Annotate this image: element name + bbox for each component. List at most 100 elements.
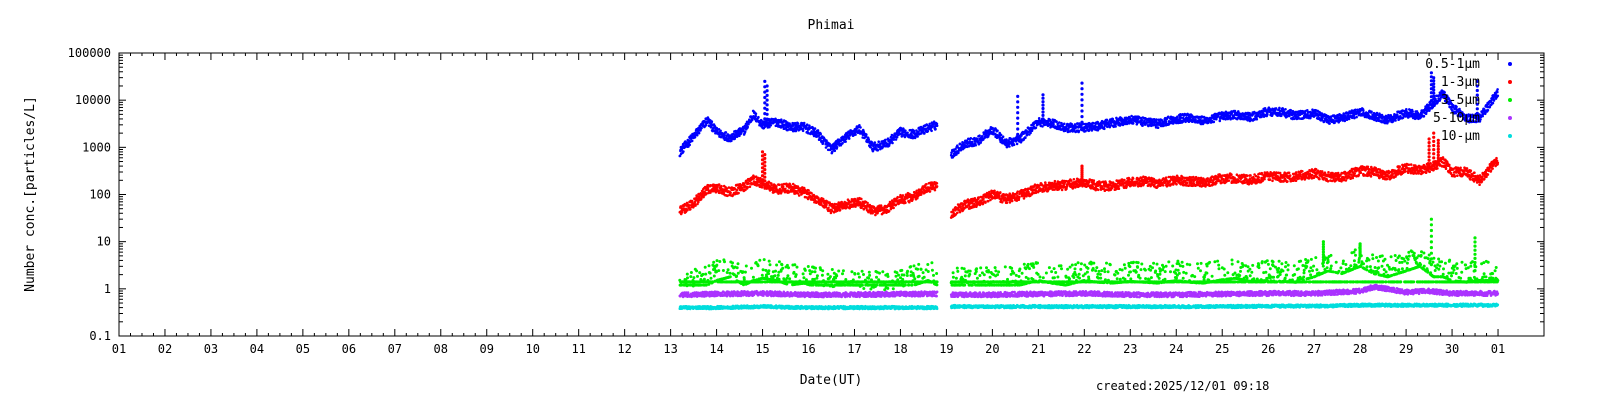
data-point <box>895 135 899 139</box>
spike-point <box>1016 105 1020 109</box>
spike-point <box>1016 132 1020 136</box>
data-point <box>1072 178 1076 181</box>
spike-point <box>1016 138 1020 142</box>
data-point <box>1096 188 1100 192</box>
data-point <box>1015 142 1019 146</box>
data-point <box>737 191 740 195</box>
data-point <box>688 143 691 147</box>
spike-point <box>763 79 767 83</box>
data-point <box>887 209 891 213</box>
data-point <box>1328 122 1331 125</box>
data-point <box>1131 177 1135 180</box>
data-point <box>925 183 928 186</box>
data-point <box>1037 117 1041 120</box>
data-point <box>1003 196 1007 199</box>
series-1 <box>678 131 1500 219</box>
data-point <box>933 188 937 192</box>
data-point <box>876 148 880 152</box>
spike-point <box>1080 98 1084 102</box>
spike-point <box>1080 109 1084 113</box>
data-point <box>1171 183 1175 186</box>
data-point <box>1008 145 1011 148</box>
data-point <box>746 125 749 129</box>
data-point <box>980 135 984 138</box>
data-point <box>778 183 781 187</box>
spike-point <box>1432 100 1436 104</box>
data-point <box>680 211 684 214</box>
data-point <box>719 135 723 139</box>
data-point <box>1128 177 1131 181</box>
data-point <box>859 126 862 129</box>
spike-point <box>1429 103 1433 107</box>
data-point <box>1060 188 1064 192</box>
series-0 <box>678 71 1500 159</box>
data-point <box>1218 119 1222 123</box>
spike-point <box>1041 117 1045 121</box>
data-point <box>1123 178 1126 182</box>
data-point <box>1114 125 1117 128</box>
data-point <box>833 149 837 153</box>
data-point <box>709 125 713 129</box>
data-point <box>984 201 987 204</box>
data-point <box>690 199 694 203</box>
spike-point <box>1080 81 1084 85</box>
chart-title: Phimai <box>808 18 855 33</box>
data-point <box>1055 120 1058 123</box>
data-point <box>754 114 757 118</box>
spike-point <box>1041 110 1045 114</box>
data-point <box>816 129 820 132</box>
data-point <box>827 206 830 210</box>
data-point <box>693 136 697 139</box>
spike-point <box>1016 100 1020 104</box>
data-point <box>1005 201 1009 205</box>
spike-point <box>1080 120 1084 124</box>
data-point <box>892 206 895 210</box>
data-point <box>1496 94 1500 98</box>
data-point <box>930 129 933 133</box>
data-point <box>879 142 882 146</box>
data-point <box>935 182 939 185</box>
data-point <box>697 131 701 135</box>
data-point <box>710 120 714 123</box>
data-point <box>717 183 721 186</box>
data-point <box>1274 107 1278 110</box>
spike-point <box>1041 93 1045 97</box>
data-point <box>735 188 739 192</box>
data-point <box>1092 121 1095 125</box>
data-point <box>1370 110 1373 113</box>
data-point <box>748 185 752 188</box>
data-point <box>1110 186 1114 190</box>
data-point <box>1230 173 1233 176</box>
spike-point <box>1041 106 1045 111</box>
data-point <box>1496 90 1499 94</box>
data-point <box>891 141 894 145</box>
spike-point <box>1432 76 1436 80</box>
spike-point <box>1041 113 1045 117</box>
data-point <box>1492 99 1496 102</box>
data-point <box>923 131 926 135</box>
data-point <box>780 118 783 121</box>
data-point <box>986 199 990 203</box>
data-point <box>802 121 806 125</box>
data-point <box>761 186 764 189</box>
data-point <box>825 203 828 206</box>
data-point <box>1010 199 1014 203</box>
spike-point <box>765 89 769 93</box>
data-point <box>747 122 750 126</box>
spike-point <box>1432 79 1436 83</box>
data-point <box>1344 114 1347 118</box>
data-point <box>1362 109 1365 112</box>
data-point <box>1284 108 1287 111</box>
spike-point <box>1041 100 1045 104</box>
data-point <box>824 205 828 209</box>
data-point <box>1355 115 1358 119</box>
data-point <box>720 184 723 188</box>
data-point <box>700 126 703 130</box>
data-point <box>847 137 851 140</box>
data-point <box>1111 117 1115 121</box>
data-point <box>894 203 898 206</box>
data-point <box>1063 122 1066 126</box>
data-point <box>1140 118 1144 122</box>
data-point <box>1141 124 1144 127</box>
